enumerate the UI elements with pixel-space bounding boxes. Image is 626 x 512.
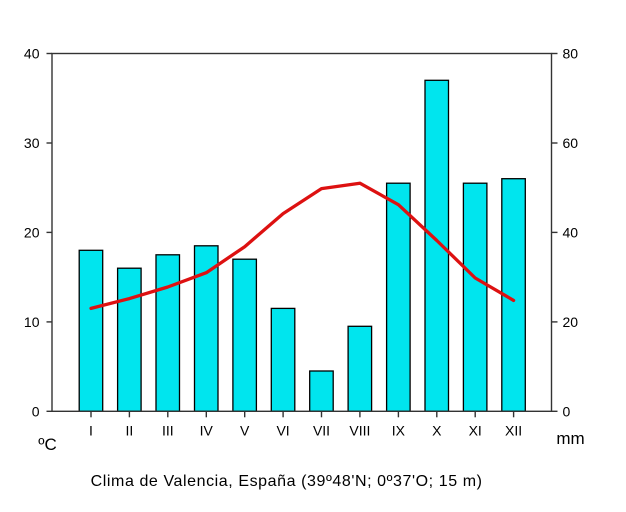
svg-text:60: 60 <box>563 135 579 151</box>
svg-text:III: III <box>162 423 174 439</box>
svg-text:VII: VII <box>313 423 330 439</box>
svg-text:40: 40 <box>563 224 579 240</box>
svg-text:20: 20 <box>563 314 579 330</box>
svg-text:VI: VI <box>276 423 289 439</box>
svg-text:30: 30 <box>24 135 40 151</box>
svg-text:VIII: VIII <box>349 423 370 439</box>
svg-text:IV: IV <box>200 423 214 439</box>
svg-text:IX: IX <box>392 423 406 439</box>
svg-text:40: 40 <box>24 46 40 62</box>
svg-text:0: 0 <box>563 403 571 419</box>
svg-text:mm: mm <box>556 429 584 448</box>
svg-text:V: V <box>240 423 250 439</box>
svg-text:II: II <box>126 423 134 439</box>
svg-text:20: 20 <box>24 224 40 240</box>
svg-text:ºC: ºC <box>38 435 57 454</box>
svg-text:80: 80 <box>563 46 579 62</box>
svg-text:I: I <box>89 423 93 439</box>
svg-text:0: 0 <box>32 403 40 419</box>
svg-text:Clima de Valencia, España (39º: Clima de Valencia, España (39º48'N; 0º37… <box>91 473 483 490</box>
svg-text:XI: XI <box>469 423 482 439</box>
svg-text:10: 10 <box>24 314 40 330</box>
svg-text:XII: XII <box>505 423 522 439</box>
svg-text:X: X <box>432 423 442 439</box>
